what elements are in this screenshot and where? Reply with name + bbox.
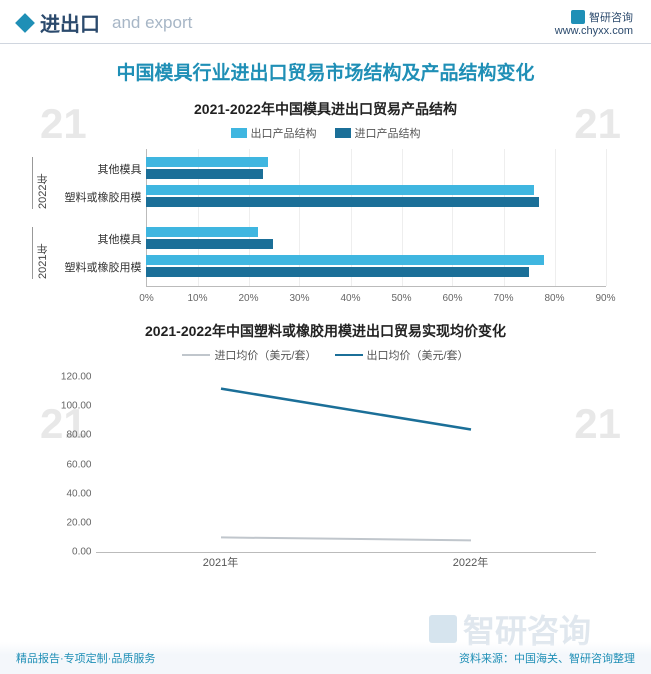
bar-legend: 出口产品结构 进口产品结构 bbox=[0, 125, 651, 141]
x-tick: 20% bbox=[238, 293, 258, 304]
y-tick: 40.00 bbox=[52, 488, 92, 499]
bar-import bbox=[146, 197, 540, 207]
line-legend: 进口均价（美元/套） 出口均价（美元/套） bbox=[0, 347, 651, 363]
watermark-logo-icon bbox=[429, 615, 457, 643]
legend-swatch-import bbox=[335, 128, 351, 138]
footer-right: 资料来源：中国海关、智研咨询整理 bbox=[459, 650, 635, 666]
y-tick: 60.00 bbox=[52, 459, 92, 470]
header-brand: 智研咨询 www.chyxx.com bbox=[555, 9, 633, 37]
header-bar: 进出口 and export 智研咨询 www.chyxx.com bbox=[0, 0, 651, 44]
x-tick: 70% bbox=[493, 293, 513, 304]
legend-export-price-label: 出口均价（美元/套） bbox=[367, 347, 469, 363]
footer: 精品报告·专项定制·品质服务 资料来源：中国海关、智研咨询整理 bbox=[0, 642, 651, 674]
category-label: 其他模具 bbox=[46, 161, 142, 177]
x-tick: 60% bbox=[442, 293, 462, 304]
bar-import bbox=[146, 239, 274, 249]
legend-export-price: 出口均价（美元/套） bbox=[335, 347, 469, 363]
line-plot-area: 0.0020.0040.0060.0080.00100.00120.002021… bbox=[96, 377, 596, 553]
y-tick: 80.00 bbox=[52, 430, 92, 441]
bar-chart-title: 2021-2022年中国模具进出口贸易产品结构 bbox=[0, 99, 651, 119]
legend-export: 出口产品结构 bbox=[231, 125, 317, 141]
y-tick: 100.00 bbox=[52, 401, 92, 412]
legend-import-price-label: 进口均价（美元/套） bbox=[214, 347, 316, 363]
year-group-label: 2022年 bbox=[32, 157, 53, 209]
x-tick: 80% bbox=[544, 293, 564, 304]
line-svg bbox=[96, 377, 596, 552]
category-label: 塑料或橡胶用模 bbox=[46, 189, 142, 205]
bar-export bbox=[146, 185, 534, 195]
brand-url: www.chyxx.com bbox=[555, 25, 633, 37]
line-chart-title: 2021-2022年中国塑料或橡胶用模进出口贸易实现均价变化 bbox=[0, 321, 651, 341]
bar-import bbox=[146, 169, 264, 179]
y-tick: 0.00 bbox=[52, 547, 92, 558]
bar-export bbox=[146, 227, 258, 237]
year-group-label: 2021年 bbox=[32, 227, 53, 279]
legend-line-import bbox=[182, 354, 210, 356]
header-left: 进出口 and export bbox=[18, 8, 192, 37]
bar-import bbox=[146, 267, 529, 277]
footer-left: 精品报告·专项定制·品质服务 bbox=[16, 650, 155, 666]
line-chart: 0.0020.0040.0060.0080.00100.00120.002021… bbox=[46, 377, 606, 577]
brand-name: 智研咨询 bbox=[589, 9, 633, 25]
bar-chart: 0%10%20%30%40%50%60%70%80%90% 其他模具塑料或橡胶用… bbox=[46, 149, 606, 311]
legend-import-label: 进口产品结构 bbox=[355, 125, 421, 141]
series-line bbox=[221, 389, 471, 430]
x-tick: 10% bbox=[187, 293, 207, 304]
category-label: 塑料或橡胶用模 bbox=[46, 259, 142, 275]
legend-export-label: 出口产品结构 bbox=[251, 125, 317, 141]
bar-row: 其他模具 bbox=[146, 157, 606, 181]
y-tick: 120.00 bbox=[52, 372, 92, 383]
x-tick: 0% bbox=[139, 293, 153, 304]
line-x-tick: 2021年 bbox=[203, 554, 238, 570]
bar-row: 塑料或橡胶用模 bbox=[146, 185, 606, 209]
bar-export bbox=[146, 255, 545, 265]
x-tick: 30% bbox=[289, 293, 309, 304]
diamond-icon bbox=[15, 13, 35, 33]
bar-row: 塑料或橡胶用模 bbox=[146, 255, 606, 279]
x-tick: 50% bbox=[391, 293, 411, 304]
series-line bbox=[221, 537, 471, 540]
category-label: 其他模具 bbox=[46, 231, 142, 247]
brand-logo-icon bbox=[571, 10, 585, 24]
legend-swatch-export bbox=[231, 128, 247, 138]
bar-row: 其他模具 bbox=[146, 227, 606, 251]
legend-import-price: 进口均价（美元/套） bbox=[182, 347, 316, 363]
legend-import: 进口产品结构 bbox=[335, 125, 421, 141]
y-tick: 20.00 bbox=[52, 517, 92, 528]
line-x-tick: 2022年 bbox=[453, 554, 488, 570]
x-tick: 90% bbox=[595, 293, 615, 304]
legend-line-export bbox=[335, 354, 363, 356]
page-title: 中国模具行业进出口贸易市场结构及产品结构变化 bbox=[0, 44, 651, 99]
x-tick: 40% bbox=[340, 293, 360, 304]
header-title-en: and export bbox=[112, 13, 192, 33]
bar-export bbox=[146, 157, 269, 167]
grid-line bbox=[606, 149, 607, 286]
header-title-cn: 进出口 bbox=[40, 8, 100, 37]
